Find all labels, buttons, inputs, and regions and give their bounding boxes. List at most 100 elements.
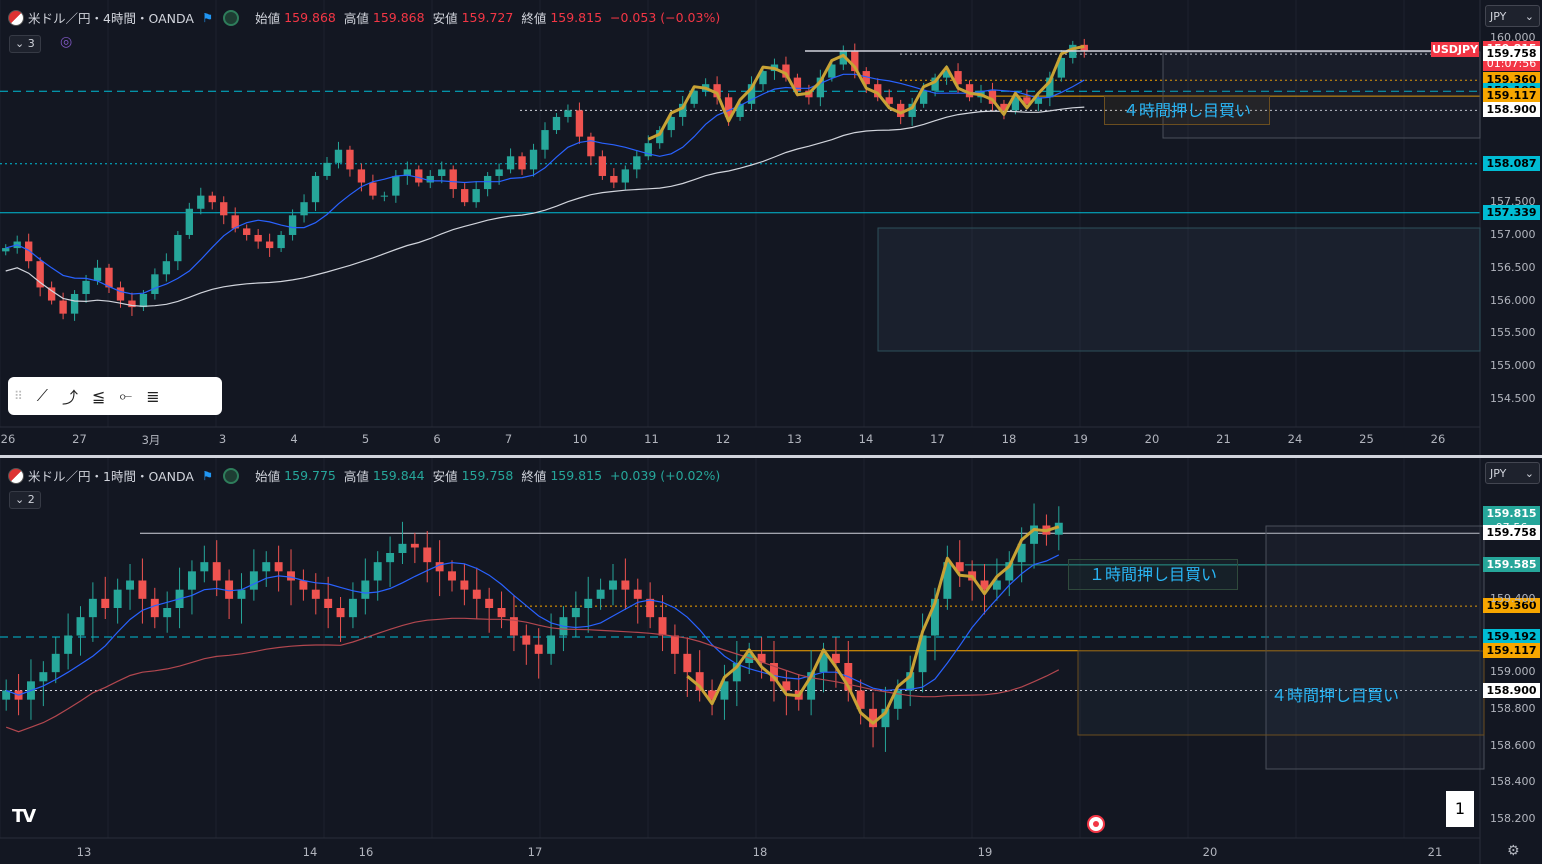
candle-body [931, 598, 939, 636]
y-tick-label: 155.000 [1490, 359, 1536, 373]
candle-body [138, 580, 147, 599]
gear-icon[interactable]: ⚙ [1507, 843, 1520, 859]
x-tick-label: 18 [1001, 432, 1017, 446]
open-value: 159.775 [284, 468, 336, 483]
parallel-lines-icon[interactable]: ≣ [146, 386, 160, 406]
candle-body [2, 248, 10, 252]
drag-handle-icon[interactable]: ⠿ [14, 389, 23, 403]
candle-body [610, 175, 618, 183]
candle-body [1030, 525, 1039, 544]
candle-body [51, 653, 60, 673]
candle-body [461, 189, 469, 203]
candle-body [2, 690, 11, 700]
candle-body [287, 571, 295, 581]
y-tick-label: 157.000 [1490, 227, 1536, 241]
x-tick-label: 26 [1430, 432, 1446, 446]
candle-body [509, 617, 518, 636]
y-tick-label: 158.800 [1490, 701, 1536, 715]
currency-select[interactable]: JPY ⌄ [1485, 5, 1540, 27]
x-tick-label: 5 [361, 432, 370, 446]
chart-canvas-4h[interactable] [0, 0, 1542, 455]
candle-body [646, 598, 655, 618]
y-tick-label: 159.000 [1490, 665, 1536, 679]
bookmark-icon[interactable]: ⚑ [201, 10, 214, 25]
page-number[interactable]: 1 [1446, 791, 1474, 827]
high-label: 高値 [343, 11, 369, 26]
level-price-tag: 159.117 [1483, 88, 1540, 104]
indicator-count-badge[interactable]: ⌄ 3 [9, 35, 41, 53]
candle-body [174, 234, 182, 262]
annotation-4h-pullback[interactable]: ４時間押し目買い [1104, 96, 1270, 125]
indicator-count-badge[interactable]: ⌄ 2 [9, 491, 41, 509]
x-tick-label: 14 [302, 845, 318, 859]
candle-body [126, 580, 134, 590]
market-status-icon[interactable] [223, 467, 240, 484]
candle-body [101, 598, 110, 608]
chevron-down-icon: ⌄ [1524, 10, 1534, 23]
market-status-icon[interactable] [223, 9, 240, 26]
high-value: 159.844 [372, 468, 425, 483]
path-tool-icon[interactable]: ⤴ [62, 388, 79, 407]
record-icon[interactable] [1087, 815, 1105, 833]
candle-body [831, 653, 840, 663]
fib-tool-icon[interactable]: ≦ [92, 386, 106, 406]
candle-body [506, 156, 515, 170]
candle-body [200, 562, 209, 572]
candle-body [708, 690, 717, 700]
candle-body [965, 84, 974, 98]
candle-body [782, 64, 790, 78]
target-zone-box [1265, 525, 1485, 770]
chart-pane-1h[interactable]: 米ドル／円・1時間・OANDA ⚑ 始値 159.775 高値 159.844 安値… [0, 458, 1542, 864]
candle-body [277, 234, 285, 249]
x-tick-label: 17 [930, 432, 945, 446]
candle-body [70, 293, 79, 314]
candle-body [361, 580, 370, 599]
candle-body [380, 195, 389, 197]
candle-body [208, 195, 216, 203]
candle-body [262, 562, 271, 572]
x-tick-label: 14 [858, 432, 874, 446]
candle-body [93, 267, 102, 281]
annotation-1h-pullback[interactable]: １時間押し目買い [1068, 559, 1238, 590]
candle-body [392, 175, 400, 196]
target-zone-box [1162, 51, 1481, 139]
candle-body [667, 116, 675, 131]
pane-divider[interactable] [0, 455, 1542, 458]
candle-body [426, 175, 434, 183]
replay-icon[interactable]: ◎ [60, 34, 73, 50]
candle-body [435, 562, 444, 572]
candle-body [483, 175, 492, 190]
level-price-tag: 159.192 [1483, 628, 1540, 644]
bookmark-icon[interactable]: ⚑ [201, 468, 214, 483]
drawing-toolbar[interactable]: ⠿ ⟋ ⤴ ≦ ⟜ ≣ [8, 377, 222, 415]
annotation-4h-pullback[interactable]: ４時間押し目買い [1271, 686, 1400, 705]
trend-line-icon[interactable]: ⟋ [36, 386, 48, 405]
candle-body [980, 580, 989, 590]
candle-body [1017, 543, 1026, 563]
candle-body [988, 90, 997, 104]
x-tick-label: 4 [290, 432, 298, 446]
x-tick-label: 13 [787, 432, 802, 446]
currency-select[interactable]: JPY ⌄ [1485, 462, 1540, 484]
symbol-title[interactable]: 米ドル／円・4時間・OANDA [28, 11, 194, 26]
candle-body [908, 103, 916, 117]
horizontal-ray-icon[interactable]: ⟜ [119, 386, 133, 405]
candle-body [633, 589, 642, 599]
candle-body [522, 635, 531, 645]
chart-pane-4h[interactable]: 米ドル／円・4時間・OANDA ⚑ 始値 159.868 高値 159.868 安値… [0, 0, 1542, 455]
x-tick-label: 21 [1216, 432, 1231, 446]
change-value: +0.039 (+0.02%) [610, 468, 721, 483]
symbol-title[interactable]: 米ドル／円・1時間・OANDA [28, 469, 194, 484]
y-tick-label: 160.000 [1490, 31, 1536, 45]
close-value: 159.815 [550, 10, 603, 25]
candle-body [139, 293, 148, 308]
change-value: −0.053 (−0.03%) [610, 10, 721, 25]
candle-body [881, 708, 890, 728]
candle-body [324, 598, 333, 608]
tradingview-logo[interactable]: TV [12, 806, 36, 827]
x-tick-label: 18 [752, 845, 768, 859]
demand-zone-box [877, 227, 1481, 352]
chart-canvas-1h[interactable] [0, 458, 1542, 864]
candle-body [575, 110, 584, 137]
high-value: 159.868 [372, 10, 425, 25]
